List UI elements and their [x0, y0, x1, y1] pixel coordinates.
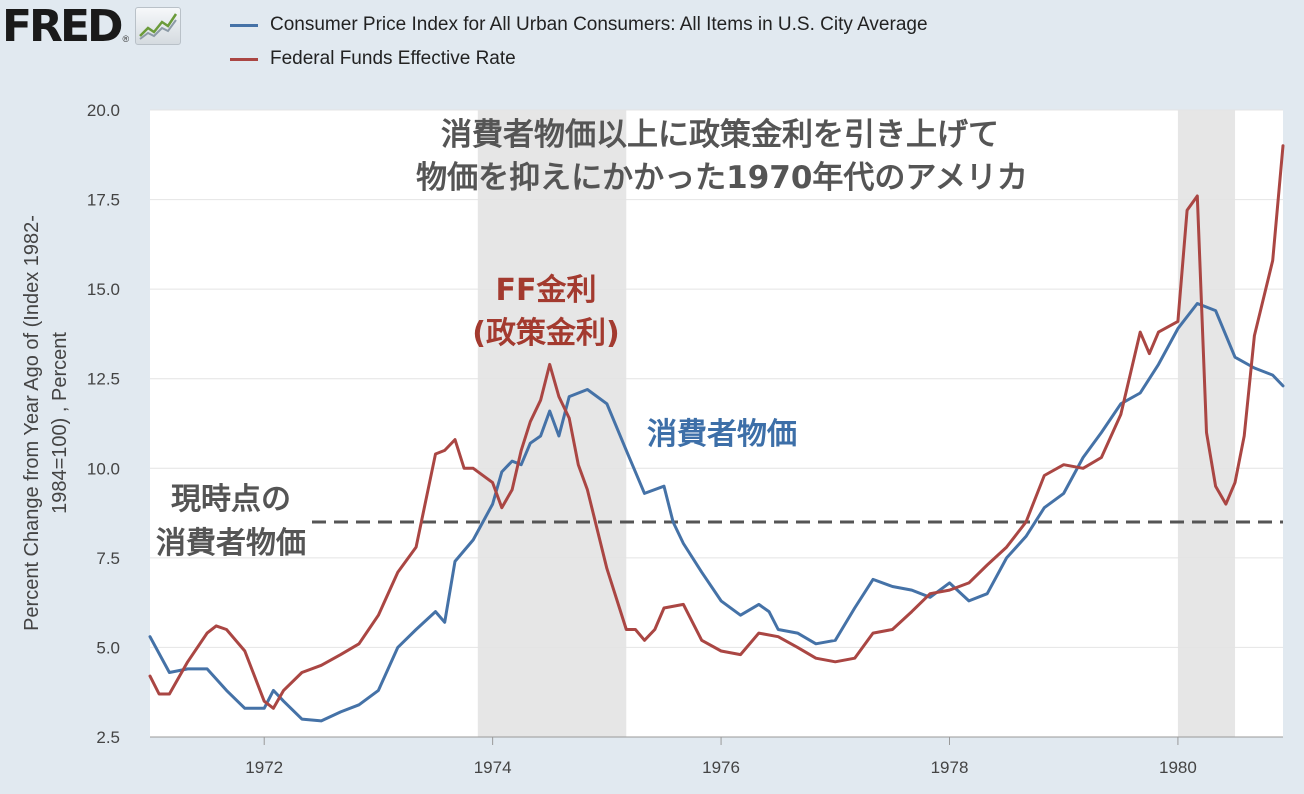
x-tick-label: 1972 — [245, 758, 283, 777]
annotation-ff-line-1: FF金利 — [496, 273, 597, 308]
plot-area — [150, 110, 1283, 737]
annotation-ff-line-2: (政策金利) — [472, 316, 619, 351]
y-tick-label: 17.5 — [87, 191, 120, 210]
y-tick-label: 7.5 — [96, 549, 120, 568]
y-tick-label: 20.0 — [87, 101, 120, 120]
legend-item-cpi[interactable]: Consumer Price Index for All Urban Consu… — [230, 8, 928, 42]
y-axis-label-line-2: 1984=100) , Percent — [49, 332, 71, 514]
y-axis-ticks: 2.5 5.0 7.5 10.0 12.5 15.0 17.5 20.0 — [87, 101, 120, 747]
legend-label-cpi: Consumer Price Index for All Urban Consu… — [270, 14, 928, 35]
x-tick-label: 1980 — [1159, 758, 1197, 777]
logo-text: FRED — [2, 0, 124, 52]
legend-swatch-fedfunds — [230, 57, 258, 61]
series-line-cpi — [148, 302, 1285, 723]
series-lines — [148, 144, 1285, 723]
annotation-title-line-1: 消費者物価以上に政策金利を引き上げて — [441, 117, 999, 153]
legend-item-fedfunds[interactable]: Federal Funds Effective Rate — [230, 42, 928, 76]
y-tick-label: 10.0 — [87, 459, 120, 478]
annotation-current-line-2: 消費者物価 — [156, 526, 306, 561]
line-chart-icon — [135, 7, 182, 45]
annotation-title-line-2: 物価を抑えにかかった1970年代のアメリカ — [416, 160, 1028, 196]
legend-swatch-cpi — [230, 23, 258, 27]
y-tick-label: 12.5 — [87, 370, 120, 389]
x-axis-ticks: 1972 1974 1976 1978 1980 — [150, 736, 1283, 777]
chart-legend: Consumer Price Index for All Urban Consu… — [230, 8, 928, 76]
annotation-current-line-1: 現時点の — [171, 482, 291, 517]
y-tick-label: 15.0 — [87, 280, 120, 299]
x-tick-label: 1978 — [931, 758, 969, 777]
logo-registered-mark: ® — [122, 34, 130, 44]
x-tick-label: 1974 — [474, 758, 512, 777]
y-tick-label: 5.0 — [96, 638, 120, 657]
y-axis-label: Percent Change from Year Ago of (Index 1… — [21, 215, 71, 631]
series-line-fedfunds — [148, 144, 1285, 710]
recession-band-0 — [477, 110, 627, 737]
x-tick-label: 1976 — [702, 758, 740, 777]
y-tick-label: 2.5 — [96, 728, 120, 747]
y-axis-label-line-1: Percent Change from Year Ago of (Index 1… — [21, 215, 43, 631]
annotation-cpi-label: 消費者物価 — [647, 417, 797, 452]
fred-logo[interactable]: FRED ® — [2, 0, 182, 52]
legend-label-fedfunds: Federal Funds Effective Rate — [270, 48, 516, 69]
